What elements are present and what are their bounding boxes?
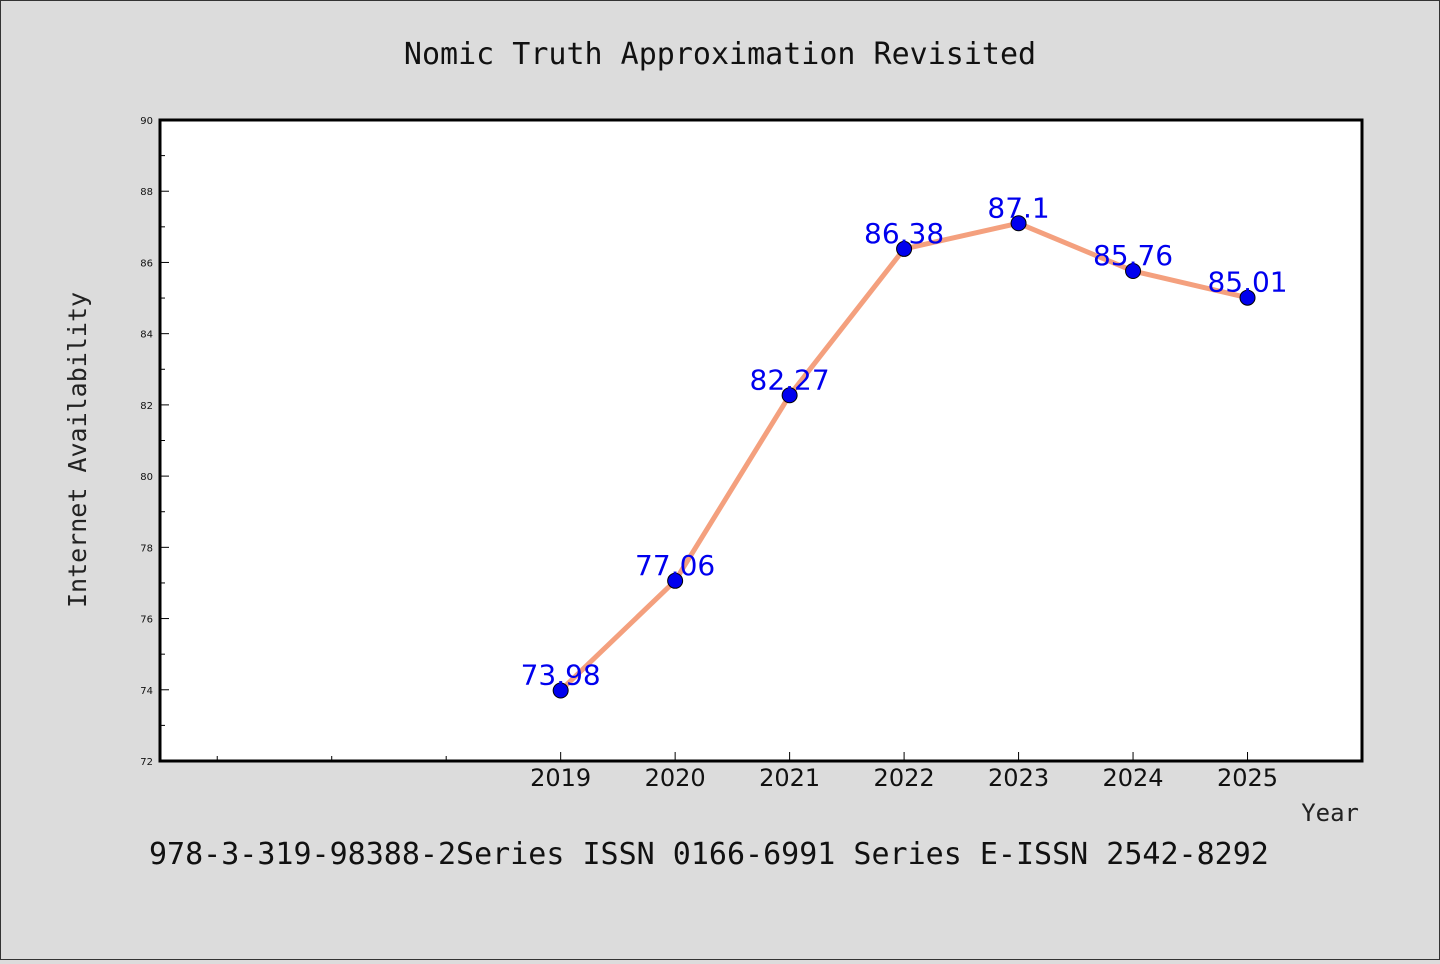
data-point-marker: [1125, 262, 1142, 279]
chart-title: Nomic Truth Approximation Revisited: [404, 37, 1036, 72]
x-axis-label: Year: [1301, 799, 1359, 827]
data-label: 82.27: [750, 363, 830, 396]
x-tick-label: 2025: [1217, 764, 1278, 792]
data-point-marker: [667, 572, 684, 589]
y-tick-label: 86: [140, 258, 153, 269]
data-point-marker: [1010, 215, 1027, 232]
data-label: 73.98: [521, 658, 601, 691]
footer-isbn-issn: 978-3-319-98388-2Series ISSN 0166-6991 S…: [149, 837, 1269, 872]
x-tick-label: 2023: [988, 764, 1049, 792]
data-label: 87.1: [987, 191, 1049, 224]
data-label: 86.38: [864, 217, 944, 250]
data-point-marker: [781, 387, 798, 404]
y-axis-label: Internet Availability: [63, 292, 92, 608]
data-point-marker: [896, 240, 913, 257]
data-labels: 73.98 77.06 82.27 86.38 87.1 85.76 85.01: [521, 191, 1288, 691]
x-axis-ticks: 2019 2020 2021 2022 2023 2024 2025: [216, 752, 1278, 792]
y-tick-label: 74: [140, 686, 153, 697]
x-tick-label: 2019: [530, 764, 591, 792]
y-tick-label: 78: [140, 543, 153, 554]
y-axis-ticks: 72 74 76 78 80 82 84 86 88 90: [140, 116, 169, 768]
y-tick-label: 84: [140, 330, 153, 341]
y-tick-label: 90: [140, 116, 153, 127]
data-series: [552, 215, 1256, 699]
x-tick-label: 2022: [874, 764, 935, 792]
x-tick-label: 2021: [759, 764, 820, 792]
x-tick-label: 2024: [1103, 764, 1164, 792]
data-label: 85.76: [1093, 239, 1173, 272]
y-tick-label: 88: [140, 187, 153, 198]
x-tick-label: 2020: [645, 764, 706, 792]
y-tick-label: 76: [140, 615, 153, 626]
data-point-marker: [1239, 289, 1256, 306]
data-point-marker: [552, 682, 569, 699]
y-tick-label: 80: [140, 472, 153, 483]
data-label: 77.06: [635, 549, 715, 582]
data-label: 85.01: [1207, 266, 1287, 299]
y-tick-label: 82: [140, 401, 153, 412]
y-tick-label: 72: [140, 757, 153, 768]
